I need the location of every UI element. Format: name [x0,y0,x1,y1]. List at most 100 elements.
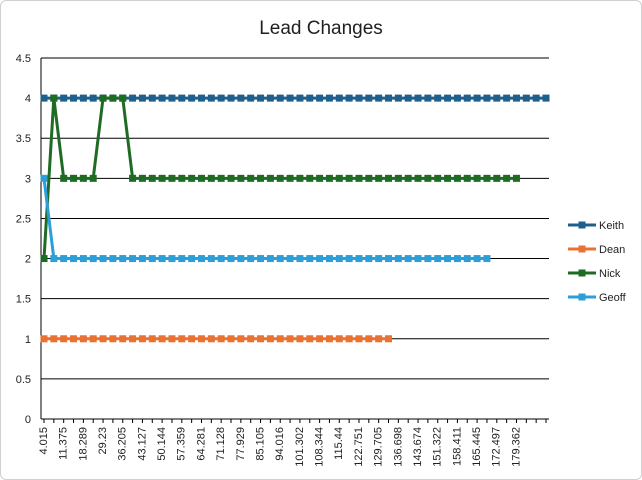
data-point-nick [109,94,117,102]
x-tick-label: 71.128 [215,427,227,461]
data-point-nick [227,174,235,182]
data-point-dean [375,335,383,343]
data-point-keith [325,94,333,102]
x-tick-label: 158.411 [451,427,463,466]
data-point-keith [493,94,501,102]
data-point-nick [119,94,127,102]
data-point-dean [355,335,363,343]
data-point-keith [532,94,540,102]
data-point-geoff [286,255,294,263]
data-point-dean [99,335,107,343]
data-point-geoff [217,255,225,263]
x-tick-label: 129.705 [373,427,385,467]
gridlines [41,57,549,380]
x-tick-label: 165.445 [471,427,483,467]
data-point-dean [188,335,196,343]
series-line-geoff [42,178,487,261]
data-point-keith [335,94,343,102]
data-point-keith [453,94,461,102]
data-point-geoff [188,255,196,263]
data-point-nick [237,174,245,182]
data-point-keith [197,94,205,102]
data-point-geoff [158,255,166,263]
x-tick-label: 172.497 [491,427,503,467]
data-point-dean [276,335,284,343]
data-point-nick [375,174,383,182]
data-point-geoff [355,255,363,263]
data-point-nick [129,174,137,182]
x-tick-label: 179.362 [510,427,522,467]
x-tick-label: 11.375 [58,427,70,460]
legend-label-geoff: Geoff [599,292,627,304]
data-point-geoff [247,255,255,263]
data-point-geoff [138,255,146,263]
data-point-nick [345,174,353,182]
data-point-dean [119,335,127,343]
legend-marker-geoff [578,293,586,301]
data-point-geoff [385,255,393,263]
x-tick-label: 77.929 [235,427,247,461]
data-point-keith [276,94,284,102]
data-point-geoff [79,255,87,263]
data-point-keith [483,94,491,102]
data-point-nick [316,174,324,182]
data-point-geoff [119,255,127,263]
x-tick-label: 43.127 [136,427,148,461]
x-tick-label: 143.674 [412,427,424,467]
data-point-nick [178,174,186,182]
data-point-keith [503,94,511,102]
data-point-keith [473,94,481,102]
data-point-nick [40,255,48,263]
legend-marker-dean [578,245,586,253]
y-tick-label: 2.5 [16,213,31,225]
data-point-geoff [424,255,432,263]
data-point-geoff [394,255,402,263]
data-point-nick [197,174,205,182]
data-point-keith [79,94,87,102]
data-point-nick [296,174,304,182]
data-point-nick [325,174,333,182]
data-point-nick [424,174,432,182]
data-point-keith [375,94,383,102]
data-point-nick [60,174,68,182]
data-point-dean [385,335,393,343]
x-tick-label: 101.302 [294,427,306,467]
axes: 0 0.5 1 1.5 2 2.5 3 3.5 4 4.5 4.015 11.375 18.289 29.… [16,53,549,467]
data-point-nick [70,174,78,182]
data-point-dean [286,335,294,343]
data-point-nick [148,174,156,182]
x-tick-label: 18.289 [77,427,89,461]
data-point-dean [257,335,265,343]
data-point-keith [148,94,156,102]
legend-marker-keith [578,221,586,229]
data-point-geoff [483,255,491,263]
legend-label-keith: Keith [599,220,624,232]
series-lines [40,94,550,343]
data-point-geoff [365,255,373,263]
data-point-geoff [325,255,333,263]
x-tick-label: 57.359 [176,427,188,461]
data-point-geoff [168,255,176,263]
data-point-geoff [148,255,156,263]
data-point-keith [385,94,393,102]
data-point-nick [168,174,176,182]
data-point-geoff [335,255,343,263]
legend: Keith Dean Nick Geoff [568,220,627,304]
data-point-geoff [227,255,235,263]
x-tick-label: 136.698 [392,427,404,467]
data-point-keith [266,94,274,102]
data-point-geoff [345,255,353,263]
data-point-nick [453,174,461,182]
data-point-geoff [414,255,422,263]
data-point-dean [89,335,97,343]
data-point-keith [316,94,324,102]
data-point-keith [138,94,146,102]
data-point-dean [207,335,215,343]
x-tick-label: 85.105 [254,427,266,461]
data-point-geoff [404,255,412,263]
data-point-geoff [89,255,97,263]
data-point-keith [158,94,166,102]
data-point-nick [99,94,107,102]
y-tick-label: 0.5 [16,374,31,386]
